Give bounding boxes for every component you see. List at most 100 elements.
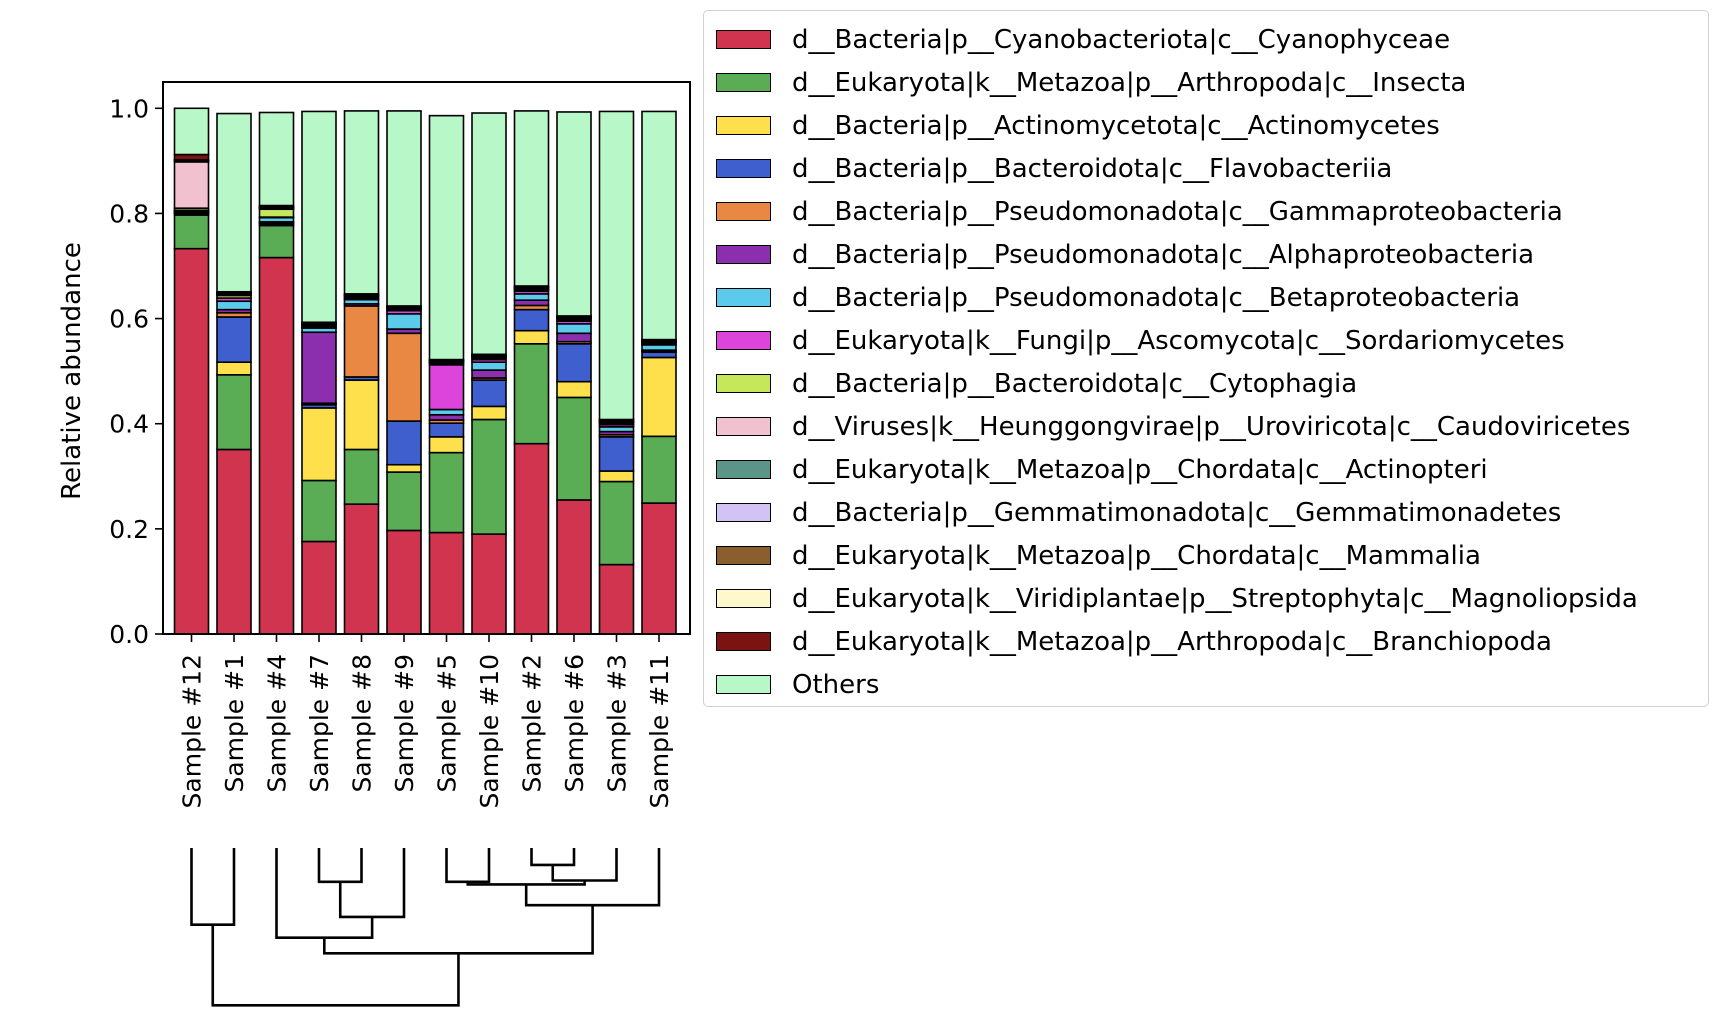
dendrogram-link	[317, 848, 363, 884]
bar-segment	[641, 356, 677, 438]
bar-segment	[428, 364, 465, 411]
bar-segment	[471, 405, 507, 421]
bar-segment	[216, 316, 252, 364]
legend-item: d__Bacteria|p__Pseudomonadota|c__Alphapr…	[704, 233, 1708, 276]
legend-label: d__Bacteria|p__Pseudomonadota|c__Alphapr…	[792, 240, 1535, 270]
legend-label: d__Viruses|k__Heunggongvirae|p__Uroviric…	[792, 412, 1631, 442]
x-tick-label: Sample #11	[645, 654, 674, 808]
bar-segment	[513, 308, 550, 332]
dendrogram	[190, 848, 661, 1007]
bar-segment	[641, 435, 677, 504]
bar-segment	[343, 110, 380, 295]
legend-label: d__Bacteria|p__Actinomycetota|c__Actinom…	[792, 111, 1440, 141]
x-tick-label: Sample #2	[518, 654, 547, 793]
x-tick-label: Sample #4	[263, 654, 292, 793]
x-tick-label: Sample #8	[348, 654, 377, 793]
legend-swatch	[716, 632, 771, 651]
legend-swatch	[716, 417, 771, 436]
bar-segment	[556, 396, 592, 501]
legend-label: d__Eukaryota|k__Fungi|p__Ascomycota|c__S…	[792, 326, 1565, 356]
bar-segment	[556, 111, 592, 317]
bar-segment	[258, 111, 295, 207]
bar-segment	[386, 110, 422, 307]
bar-segment	[428, 451, 465, 534]
legend-label: d__Eukaryota|k__Metazoa|p__Arthropoda|c_…	[792, 627, 1552, 657]
bar-segment	[556, 499, 592, 635]
bar-segment	[343, 379, 380, 451]
legend-item: d__Bacteria|p__Pseudomonadota|c__Gammapr…	[704, 190, 1708, 233]
legend-swatch	[716, 331, 771, 350]
bar-segment	[343, 503, 380, 635]
legend-item: d__Bacteria|p__Bacteroidota|c__Flavobact…	[704, 147, 1708, 190]
legend-item: Others	[704, 663, 1708, 706]
legend-item: d__Bacteria|p__Pseudomonadota|c__Betapro…	[704, 276, 1708, 319]
x-tick-label: Sample #9	[390, 654, 419, 793]
dendrogram-link	[190, 848, 236, 927]
x-tick-label: Sample #3	[603, 654, 632, 793]
legend-swatch	[716, 288, 771, 307]
y-tick-label: 0.2	[109, 515, 149, 544]
bar-segment	[598, 436, 635, 472]
bar-segment	[513, 343, 550, 445]
bar-segment	[386, 332, 422, 422]
legend-label: d__Bacteria|p__Bacteroidota|c__Cytophagi…	[792, 369, 1358, 399]
x-tick-label: Sample #10	[475, 654, 504, 808]
bar-segment	[258, 256, 295, 635]
bar-segment	[641, 502, 677, 635]
bar-segment	[216, 300, 252, 311]
legend-swatch	[716, 245, 771, 264]
bar-segment	[598, 563, 635, 635]
bar-segment	[471, 112, 507, 356]
y-tick-label: 0.4	[109, 410, 149, 439]
x-axis: Sample #12 Sample #1 Sample #4 Sample #7 Sam…	[178, 634, 674, 808]
bar-segment	[598, 110, 635, 421]
x-tick-label: Sample #7	[305, 654, 334, 793]
dendrogram-link	[530, 848, 576, 867]
bar-segment	[471, 361, 507, 371]
bar-segment	[513, 329, 550, 345]
legend-item: d__Bacteria|p__Gemmatimonadota|c__Gemmat…	[704, 491, 1708, 534]
bar-segment	[556, 343, 592, 383]
legend-label: d__Eukaryota|k__Metazoa|p__Chordata|c__M…	[792, 541, 1481, 571]
legend-item: d__Eukaryota|k__Metazoa|p__Arthropoda|c_…	[704, 61, 1708, 104]
legend-item: d__Eukaryota|k__Metazoa|p__Chordata|c__A…	[704, 448, 1708, 491]
bar-segment	[173, 161, 210, 209]
legend-swatch	[716, 546, 771, 565]
bar-segment	[301, 110, 337, 324]
bar-segment	[641, 110, 677, 341]
x-tick-label: Sample #1	[220, 654, 249, 793]
bar-segment	[301, 540, 337, 635]
x-tick-label: Sample #6	[560, 654, 589, 793]
bar-segment	[598, 480, 635, 566]
legend-item: d__Bacteria|p__Cyanobacteriota|c__Cyanop…	[704, 18, 1708, 61]
bar-segment	[471, 379, 507, 408]
legend-swatch	[716, 503, 771, 522]
bar-segment	[471, 418, 507, 535]
bar-segment	[556, 332, 592, 343]
legend-label: d__Bacteria|p__Cyanobacteriota|c__Cyanop…	[792, 25, 1451, 55]
legend-label: d__Eukaryota|k__Viridiplantae|p__Strepto…	[792, 584, 1638, 614]
legend-item: d__Eukaryota|k__Metazoa|p__Arthropoda|c_…	[704, 620, 1708, 663]
legend-swatch	[716, 159, 771, 178]
legend-item: d__Viruses|k__Heunggongvirae|p__Uroviric…	[704, 405, 1708, 448]
bars-layer	[173, 107, 677, 635]
legend-label: Others	[792, 670, 880, 700]
legend-label: d__Bacteria|p__Pseudomonadota|c__Gammapr…	[792, 197, 1563, 227]
bar-segment	[173, 214, 210, 250]
dendrogram-link	[445, 848, 491, 884]
bar-segment	[173, 107, 210, 156]
legend-swatch	[716, 589, 771, 608]
bar-segment	[216, 448, 252, 635]
bar-segment	[386, 529, 422, 635]
bar-segment	[258, 224, 295, 259]
y-tick-label: 0.0	[109, 620, 149, 649]
bar-segment	[556, 323, 592, 335]
y-axis-label: Relative abundance	[57, 242, 87, 500]
legend-item: d__Eukaryota|k__Viridiplantae|p__Strepto…	[704, 577, 1708, 620]
legend-item: d__Bacteria|p__Bacteroidota|c__Cytophagi…	[704, 362, 1708, 405]
dendrogram-link	[275, 848, 374, 940]
y-axis: 0.0 0.2 0.4 0.6 0.8 1.0	[109, 94, 163, 649]
bar-segment	[598, 470, 635, 483]
